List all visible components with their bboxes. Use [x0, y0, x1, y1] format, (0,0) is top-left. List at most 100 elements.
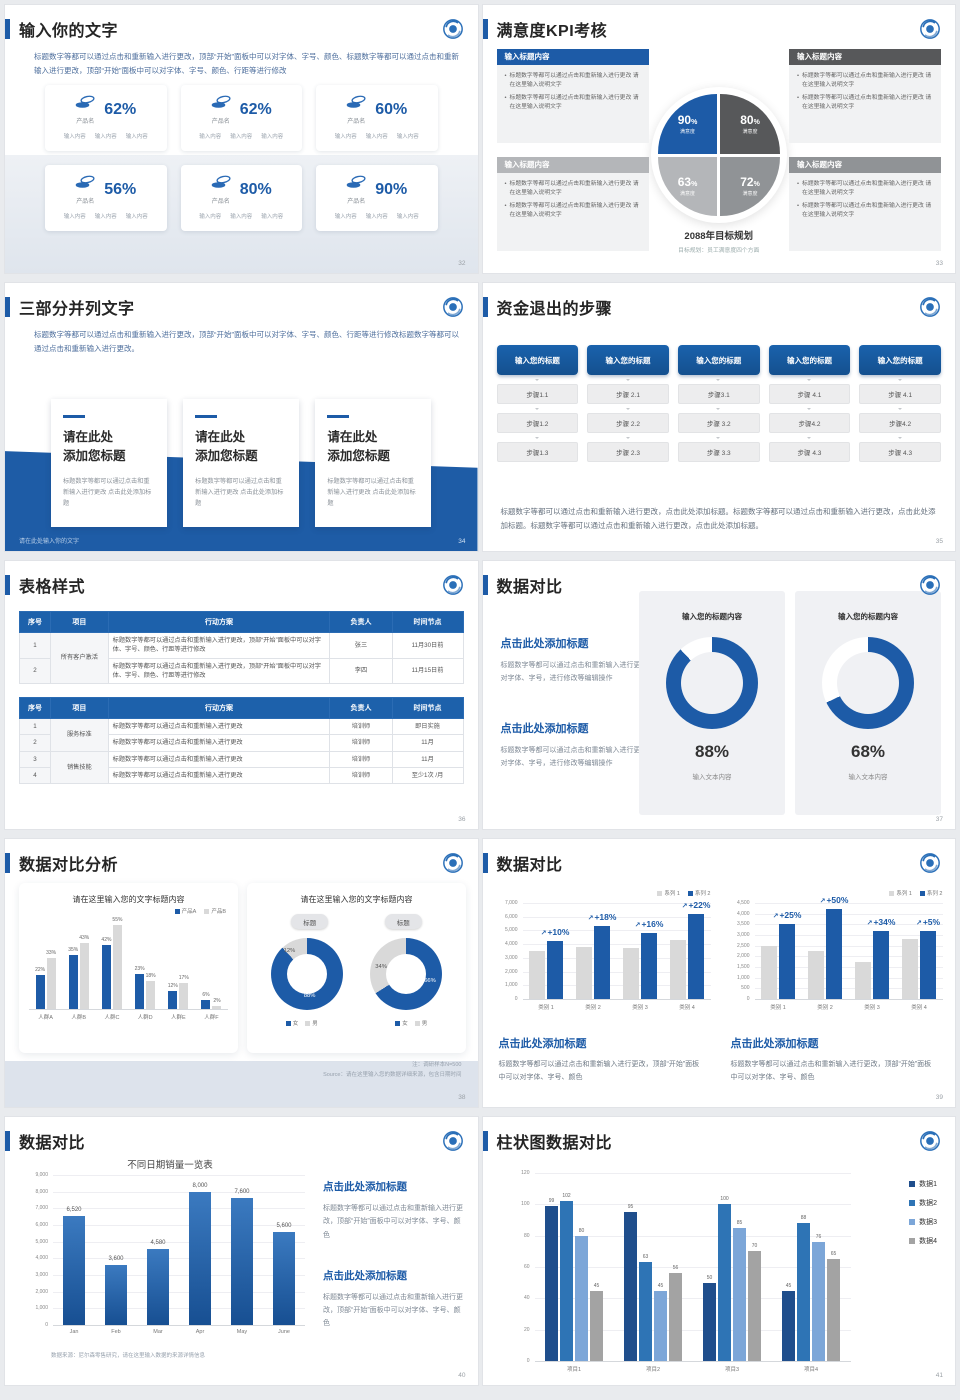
- action-table-1: 序号 项目 行动方案 负责人 时间节点 1 所有客户激活 标题数字等都可以通过点击和重新输入进…: [18, 611, 464, 685]
- background-band: [5, 1061, 478, 1107]
- bar: 45: [654, 1283, 667, 1361]
- y-tick-label: 5,000: [504, 927, 518, 934]
- y-tick-label: 0: [526, 1358, 530, 1364]
- quadrant-label: 满意度: [679, 128, 695, 135]
- gridline: [534, 1298, 851, 1300]
- bar: [855, 961, 871, 999]
- x-category-label: 类别 3: [864, 1005, 880, 1011]
- column-header: 时间节点: [391, 697, 464, 720]
- bar: 2%: [212, 998, 222, 1009]
- step-column: 输入您的标题 步骤 4.1 步骤4.2 步骤 4.3: [768, 345, 851, 462]
- tag-row: 输入内容 输入内容 输入内容: [322, 212, 432, 220]
- up-right-arrow-icon: ↗: [915, 919, 922, 927]
- bar-value-label: 2%: [213, 997, 221, 1004]
- donut-label: 88%: [303, 993, 316, 1000]
- globe-logo-icon: [919, 18, 941, 40]
- bar: 45: [782, 1283, 795, 1361]
- bar-value-label: ↗+50%: [819, 895, 849, 906]
- step-cell: 步骤3.1: [677, 379, 760, 404]
- bar-chart-card: 请在这里输入您的文字标题内容 产品A 产品B 22% 33% 35% 43% 42% 55%…: [19, 883, 238, 1053]
- gridline: [754, 924, 943, 926]
- step-cell: 步骤 2.1: [587, 379, 669, 404]
- bar-value-label: 33%: [46, 950, 57, 957]
- table-cell: 11月: [391, 734, 464, 752]
- y-tick-label: 60: [523, 1264, 530, 1270]
- card-body: 标题数字等都可以通过点击和重新输入进行更改 点击此处添加标题: [327, 477, 416, 508]
- percent-unit: %: [691, 181, 698, 189]
- slide-39-thumbnail[interactable]: 数据对比 系列 1 系列 2 系列 1 系列 2 7,000 6,000 5,000 4,…: [482, 839, 955, 1107]
- body-text: 标题数字等都可以通过点击和重新输入进行更改，顶部“开始”面板中可以对字体、字号、…: [34, 52, 459, 75]
- bar: 102: [560, 1193, 573, 1361]
- table-row: 3 销售技能 标题数字等都可以通过点击和重新输入进行更改 培训师 11月: [18, 750, 464, 785]
- y-tick-label: 0: [746, 996, 750, 1002]
- bullet-dot: •: [504, 73, 507, 79]
- slide-38-thumbnail[interactable]: 数据对比分析 请在这里输入您的文字标题内容 产品A 产品B 22% 33% 35% 43…: [5, 839, 478, 1107]
- product-name-label: 产品名: [211, 119, 230, 125]
- chart-legend: 数据1 数据2 数据3 数据4: [909, 1179, 937, 1246]
- bar: 63: [639, 1254, 652, 1361]
- step-cell: 步骤4.2: [859, 408, 942, 433]
- caption-title: 2088年目标规划: [684, 231, 754, 242]
- slide-40-thumbnail[interactable]: 数据对比 不同日期销量一览表 9,000 8,000 7,000 6,000 5,000…: [5, 1117, 478, 1385]
- globe-logo-icon: [919, 1130, 941, 1152]
- bar-value-label: 23%: [134, 965, 145, 972]
- title-cards: 请在此处 添加您标题 标题数字等都可以通过点击和重新输入进行更改 点击此处添加标题请…: [51, 399, 432, 527]
- donut-chart: [822, 637, 914, 729]
- table-row: 4 标题数字等都可以通过点击和重新输入进行更改 培训师 至少1次 /月: [18, 767, 464, 785]
- table-header-row: 序号 项目 行动方案 负责人 时间节点: [18, 697, 464, 720]
- tag-row: 输入内容 输入内容 输入内容: [51, 132, 161, 140]
- table-cell: 李四: [329, 657, 393, 685]
- table-header-row: 序号 项目 行动方案 负责人 时间节点: [18, 611, 464, 633]
- quadrant-percentage: 90%: [677, 112, 698, 127]
- gridline: [754, 967, 943, 968]
- title-card: 请在此处 添加您标题 标题数字等都可以通过点击和重新输入进行更改 点击此处添加标题: [51, 399, 168, 527]
- pie-quadrant: 63% 满意度: [657, 156, 718, 216]
- legend-item: 系列 2: [919, 889, 943, 897]
- bar: 55%: [112, 917, 122, 1009]
- table-row: 2 标题数字等都可以通过点击和重新输入进行更改，顶部“开始”面板中可以对字体、字号…: [18, 657, 464, 685]
- donut-label: 66%: [424, 978, 436, 985]
- tag-row: 输入内容 输入内容 输入内容: [187, 212, 297, 220]
- step-header: 输入您的标题: [768, 345, 851, 375]
- percentage-value: 68%: [850, 742, 886, 761]
- donut-chart: 12% 88%: [270, 938, 343, 1010]
- block-body: 标题数字等都可以通过点击和重新输入进行更改，顶部“开始”面板中可以对字体、字号，…: [500, 746, 723, 767]
- page-number: 34: [458, 538, 466, 545]
- legend-item: 系列 1: [889, 889, 912, 897]
- slide-32-thumbnail[interactable]: 输入你的文字 标题数字等都可以通过点击和重新输入进行更改，顶部“开始”面板中可以…: [5, 5, 478, 273]
- slide-37-thumbnail[interactable]: 数据对比 点击此处添加标题 标题数字等都可以通过点击和重新输入进行更改，顶部“开始…: [482, 561, 955, 829]
- bar-group: 5,600: [263, 1175, 305, 1325]
- sub-label: 输入文本内容: [692, 774, 732, 781]
- slide-35-thumbnail[interactable]: 资金退出的步骤 输入您的标题 步骤1.1 步骤1.2 步骤1.3 输入您的标题 步骤 2.…: [482, 283, 955, 551]
- x-axis: 类别 1 类别 2 类别 3 类别 4: [731, 1000, 943, 1011]
- y-axis: 120 100 80 60 40 20 0: [509, 1170, 535, 1364]
- step-cell: 步骤 4.1: [859, 379, 942, 404]
- bar-value-label: 95: [627, 1204, 634, 1211]
- quadrant-label: 满意度: [679, 191, 695, 198]
- bar: 45: [590, 1283, 603, 1361]
- product-card: 产品名 80% 输入内容 输入内容 输入内容: [180, 165, 302, 231]
- column-header: 行动方案: [107, 697, 331, 720]
- y-tick-label: 0: [45, 1322, 48, 1328]
- donut-chart: [666, 637, 758, 729]
- percentage-value: 90%: [375, 181, 408, 198]
- bar-value-label: ↗+25%: [772, 910, 802, 921]
- bar-group: 12% 17%: [162, 917, 195, 1009]
- block-body: 标题数字等都可以通过点击和重新输入进行更改，顶部“开始”面板中可以对字体、字号、…: [730, 1061, 932, 1082]
- bullet-text: 标题数字等都可以通过点击和重新输入进行更改 请在这里输入说明文字: [802, 94, 932, 110]
- slide-41-thumbnail[interactable]: 柱状图数据对比 120 100 80 60 40 20 0 99 102 80 45 95 63 45 56…: [482, 1117, 955, 1385]
- bullet-item: • 标题数字等都可以通过点击和重新输入进行更改 请在这里输入说明文字: [797, 180, 933, 199]
- slide-36-thumbnail[interactable]: 表格样式 序号 项目 行动方案 负责人 时间节点 1 所有客户激活 标题数字等都可以通过点击和…: [5, 561, 478, 829]
- x-category-label: 类别 4: [679, 1005, 695, 1011]
- x-axis: 项目1 项目2 项目3 项目4: [509, 1362, 851, 1373]
- legend-swatch: [657, 890, 663, 896]
- x-category-label: 人群E: [170, 1015, 186, 1021]
- column-header: 项目: [50, 611, 109, 633]
- slide-33-thumbnail[interactable]: 满意度KPI考核 输入标题内容 • 标题数字等都可以通过点击和重新输入进行更改 请在…: [482, 5, 955, 273]
- kpi-text-box: 输入标题内容 • 标题数字等都可以通过点击和重新输入进行更改 请在这里输入说明文字 •…: [496, 157, 649, 251]
- slide-title: 资金退出的步骤: [496, 301, 613, 318]
- slide-34-thumbnail[interactable]: 三部分并列文字 标题数字等都可以通过点击和重新输入进行更改，顶部“开始”面板中可…: [5, 283, 478, 551]
- bar-group: 22% 33%: [29, 917, 62, 1009]
- data-source-note: 数据来源：尼尔森零售研究，请在这里输入数据的来源详情信息: [51, 1353, 206, 1359]
- y-tick-label: 100: [521, 1201, 530, 1208]
